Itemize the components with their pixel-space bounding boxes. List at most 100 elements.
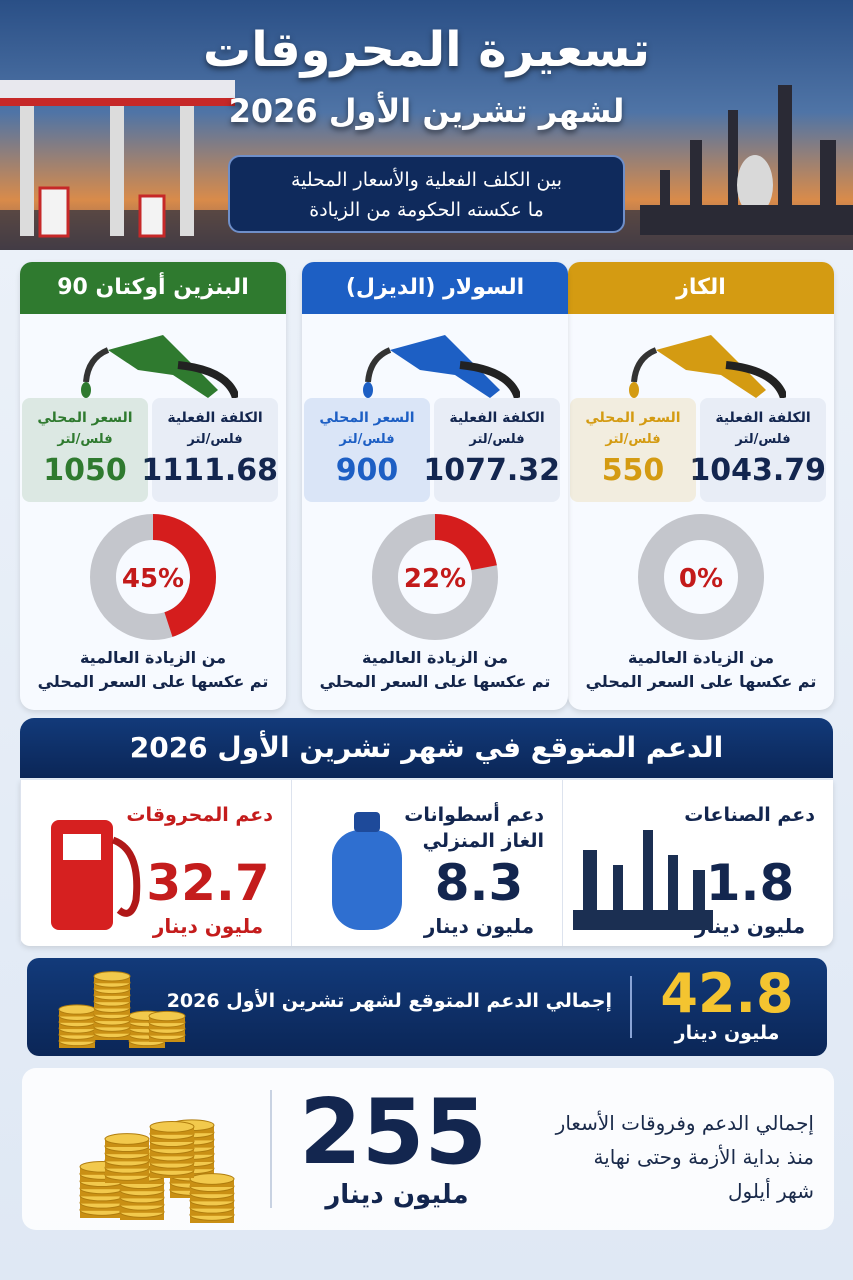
spout [365, 347, 392, 383]
donut-track [638, 514, 764, 640]
item-value: 32.7 [146, 854, 270, 912]
box-value: 900 [335, 453, 399, 488]
drop [81, 382, 91, 398]
caption-line: من الزيادة العالمية [627, 648, 775, 667]
total-unit: مليون دينار [674, 1022, 780, 1044]
box-value: 550 [601, 453, 665, 488]
donut-arc [434, 514, 497, 571]
cylinder-body [332, 830, 402, 930]
drop [363, 382, 373, 398]
donut-chart: 45% [90, 514, 216, 640]
box-label: الكلفة الفعلية [167, 410, 263, 426]
pump-nozzle-icon [363, 335, 520, 400]
price-box: السعر المحلي فلس/لتر 550 [570, 398, 696, 502]
item-label: دعم أسطوانات الغاز المنزلي [404, 802, 544, 854]
donut-arc [152, 514, 216, 637]
price-box: الكلفة الفعلية فلس/لتر 1111.68 [141, 398, 278, 502]
coins-icon [58, 971, 186, 1048]
factory-part [668, 855, 678, 930]
note-line: بين الكلف الفعلية والأسعار المحلية [290, 169, 563, 191]
price-box: السعر المحلي فلس/لتر 900 [304, 398, 430, 502]
total-label: إجمالي الدعم المتوقع لشهر تشرين الأول 20… [166, 990, 612, 1012]
subsidy-title: الدعم المتوقع في شهر تشرين الأول 2026 [20, 718, 833, 778]
separator [270, 1090, 272, 1208]
cylinder-valve [354, 812, 380, 832]
item-value: 1.8 [705, 854, 795, 912]
donut-label: 0% [679, 564, 723, 594]
item-label-line: الغاز المنزلي [422, 830, 544, 852]
item-label-line: دعم المحروقات [126, 804, 273, 826]
caption-line: تم عكسها على السعر المحلي [37, 672, 269, 691]
box-unit: فلس/لتر [469, 432, 525, 447]
total-bar: 42.8 مليون دينار إجمالي الدعم المتوقع لش… [27, 958, 827, 1056]
price-box: السعر المحلي فلس/لتر 1050 [22, 398, 148, 502]
subtitle: لشهر تشرين الأول 2026 [228, 92, 625, 130]
caption: من الزيادة العالمية تم عكسها على السعر ال… [302, 646, 568, 694]
total-value: 42.8 [660, 962, 794, 1025]
caption: من الزيادة العالمية تم عكسها على السعر ال… [20, 646, 286, 694]
box-unit: فلس/لتر [57, 432, 113, 447]
donut-chart: 22% [372, 514, 498, 640]
caption-line: من الزيادة العالمية [79, 648, 227, 667]
box-unit: فلس/لتر [339, 432, 395, 447]
caption: من الزيادة العالمية تم عكسها على السعر ال… [568, 646, 834, 694]
description-line: منذ بداية الأزمة وحتى نهاية [593, 1145, 814, 1169]
item-icon [573, 830, 713, 930]
fuel-name: البنزين أوكتان 90 [20, 262, 286, 314]
pump-screen [63, 834, 101, 860]
note-line: ما عكسته الحكومة من الزيادة [309, 199, 544, 221]
separator [630, 976, 632, 1038]
box-label: السعر المحلي [319, 410, 415, 426]
factory-base [573, 910, 713, 930]
box-unit: فلس/لتر [605, 432, 661, 447]
box-value: 1050 [43, 453, 127, 488]
caption-line: تم عكسها على السعر المحلي [319, 672, 551, 691]
caption-line: من الزيادة العالمية [361, 648, 509, 667]
box-value: 1077.32 [423, 453, 560, 488]
description-line: شهر أيلول [728, 1179, 814, 1203]
item-unit: مليون دينار [152, 914, 264, 938]
coin [58, 1004, 96, 1015]
pump-nozzle-icon [81, 335, 238, 400]
item-icon [51, 820, 141, 930]
box-value: 1043.79 [689, 453, 826, 488]
fuel-card: الكاز الكلفة الفعلية فلس/لتر 1043.79 السعر ا… [568, 262, 834, 710]
price-box: الكلفة الفعلية فلس/لتر 1043.79 [689, 398, 826, 502]
coin [93, 971, 131, 982]
fuel-card: السولار (الديزل) الكلفة الفعلية فلس/لتر 107… [302, 262, 568, 710]
header: تسعيرة المحروقات لشهر تشرين الأول 2026 ب… [0, 0, 853, 250]
item-value: 8.3 [434, 854, 524, 912]
item-label: دعم المحروقات [126, 802, 273, 828]
spout [631, 347, 658, 383]
item-unit: مليون دينار [423, 914, 535, 938]
coins-icon [79, 1119, 235, 1223]
title: تسعيرة المحروقات [202, 22, 651, 78]
fuel-card: البنزين أوكتان 90 الكلفة الفعلية فلس/لتر 11… [20, 262, 286, 710]
box-label: السعر المحلي [37, 410, 133, 426]
coin [148, 1010, 186, 1022]
donut-label: 45% [122, 564, 184, 594]
coin [149, 1120, 195, 1133]
subsidy-items: دعم الصناعات 1.8 مليون دينار دعم أسطوانات ال… [20, 780, 833, 946]
cumulative-box: إجمالي الدعم وفروقات الأسعار منذ بداية ا… [22, 1068, 834, 1230]
donut-chart: 0% [638, 514, 764, 640]
box-label: السعر المحلي [585, 410, 681, 426]
drop [629, 382, 639, 398]
box-unit: فلس/لتر [735, 432, 791, 447]
price-box: الكلفة الفعلية فلس/لتر 1077.32 [423, 398, 560, 502]
cumulative-unit: مليون دينار [325, 1180, 469, 1210]
factory-part [613, 865, 623, 930]
factory-part [643, 830, 653, 930]
caption-line: تم عكسها على السعر المحلي [585, 672, 817, 691]
cumulative-value: 255 [299, 1080, 487, 1185]
subsidy-item: دعم أسطوانات الغاز المنزلي 8.3 مليون دينار [291, 780, 562, 946]
item-unit: مليون دينار [694, 914, 806, 938]
nozzle [656, 335, 766, 398]
note: بين الكلف الفعلية والأسعار المحلية ما عك… [228, 155, 625, 233]
subsidy-item: دعم الصناعات 1.8 مليون دينار [562, 780, 833, 946]
hose [725, 361, 786, 400]
item-label-line: دعم الصناعات [684, 804, 815, 826]
box-unit: فلس/لتر [187, 432, 243, 447]
item-label-line: دعم أسطوانات [404, 804, 544, 826]
